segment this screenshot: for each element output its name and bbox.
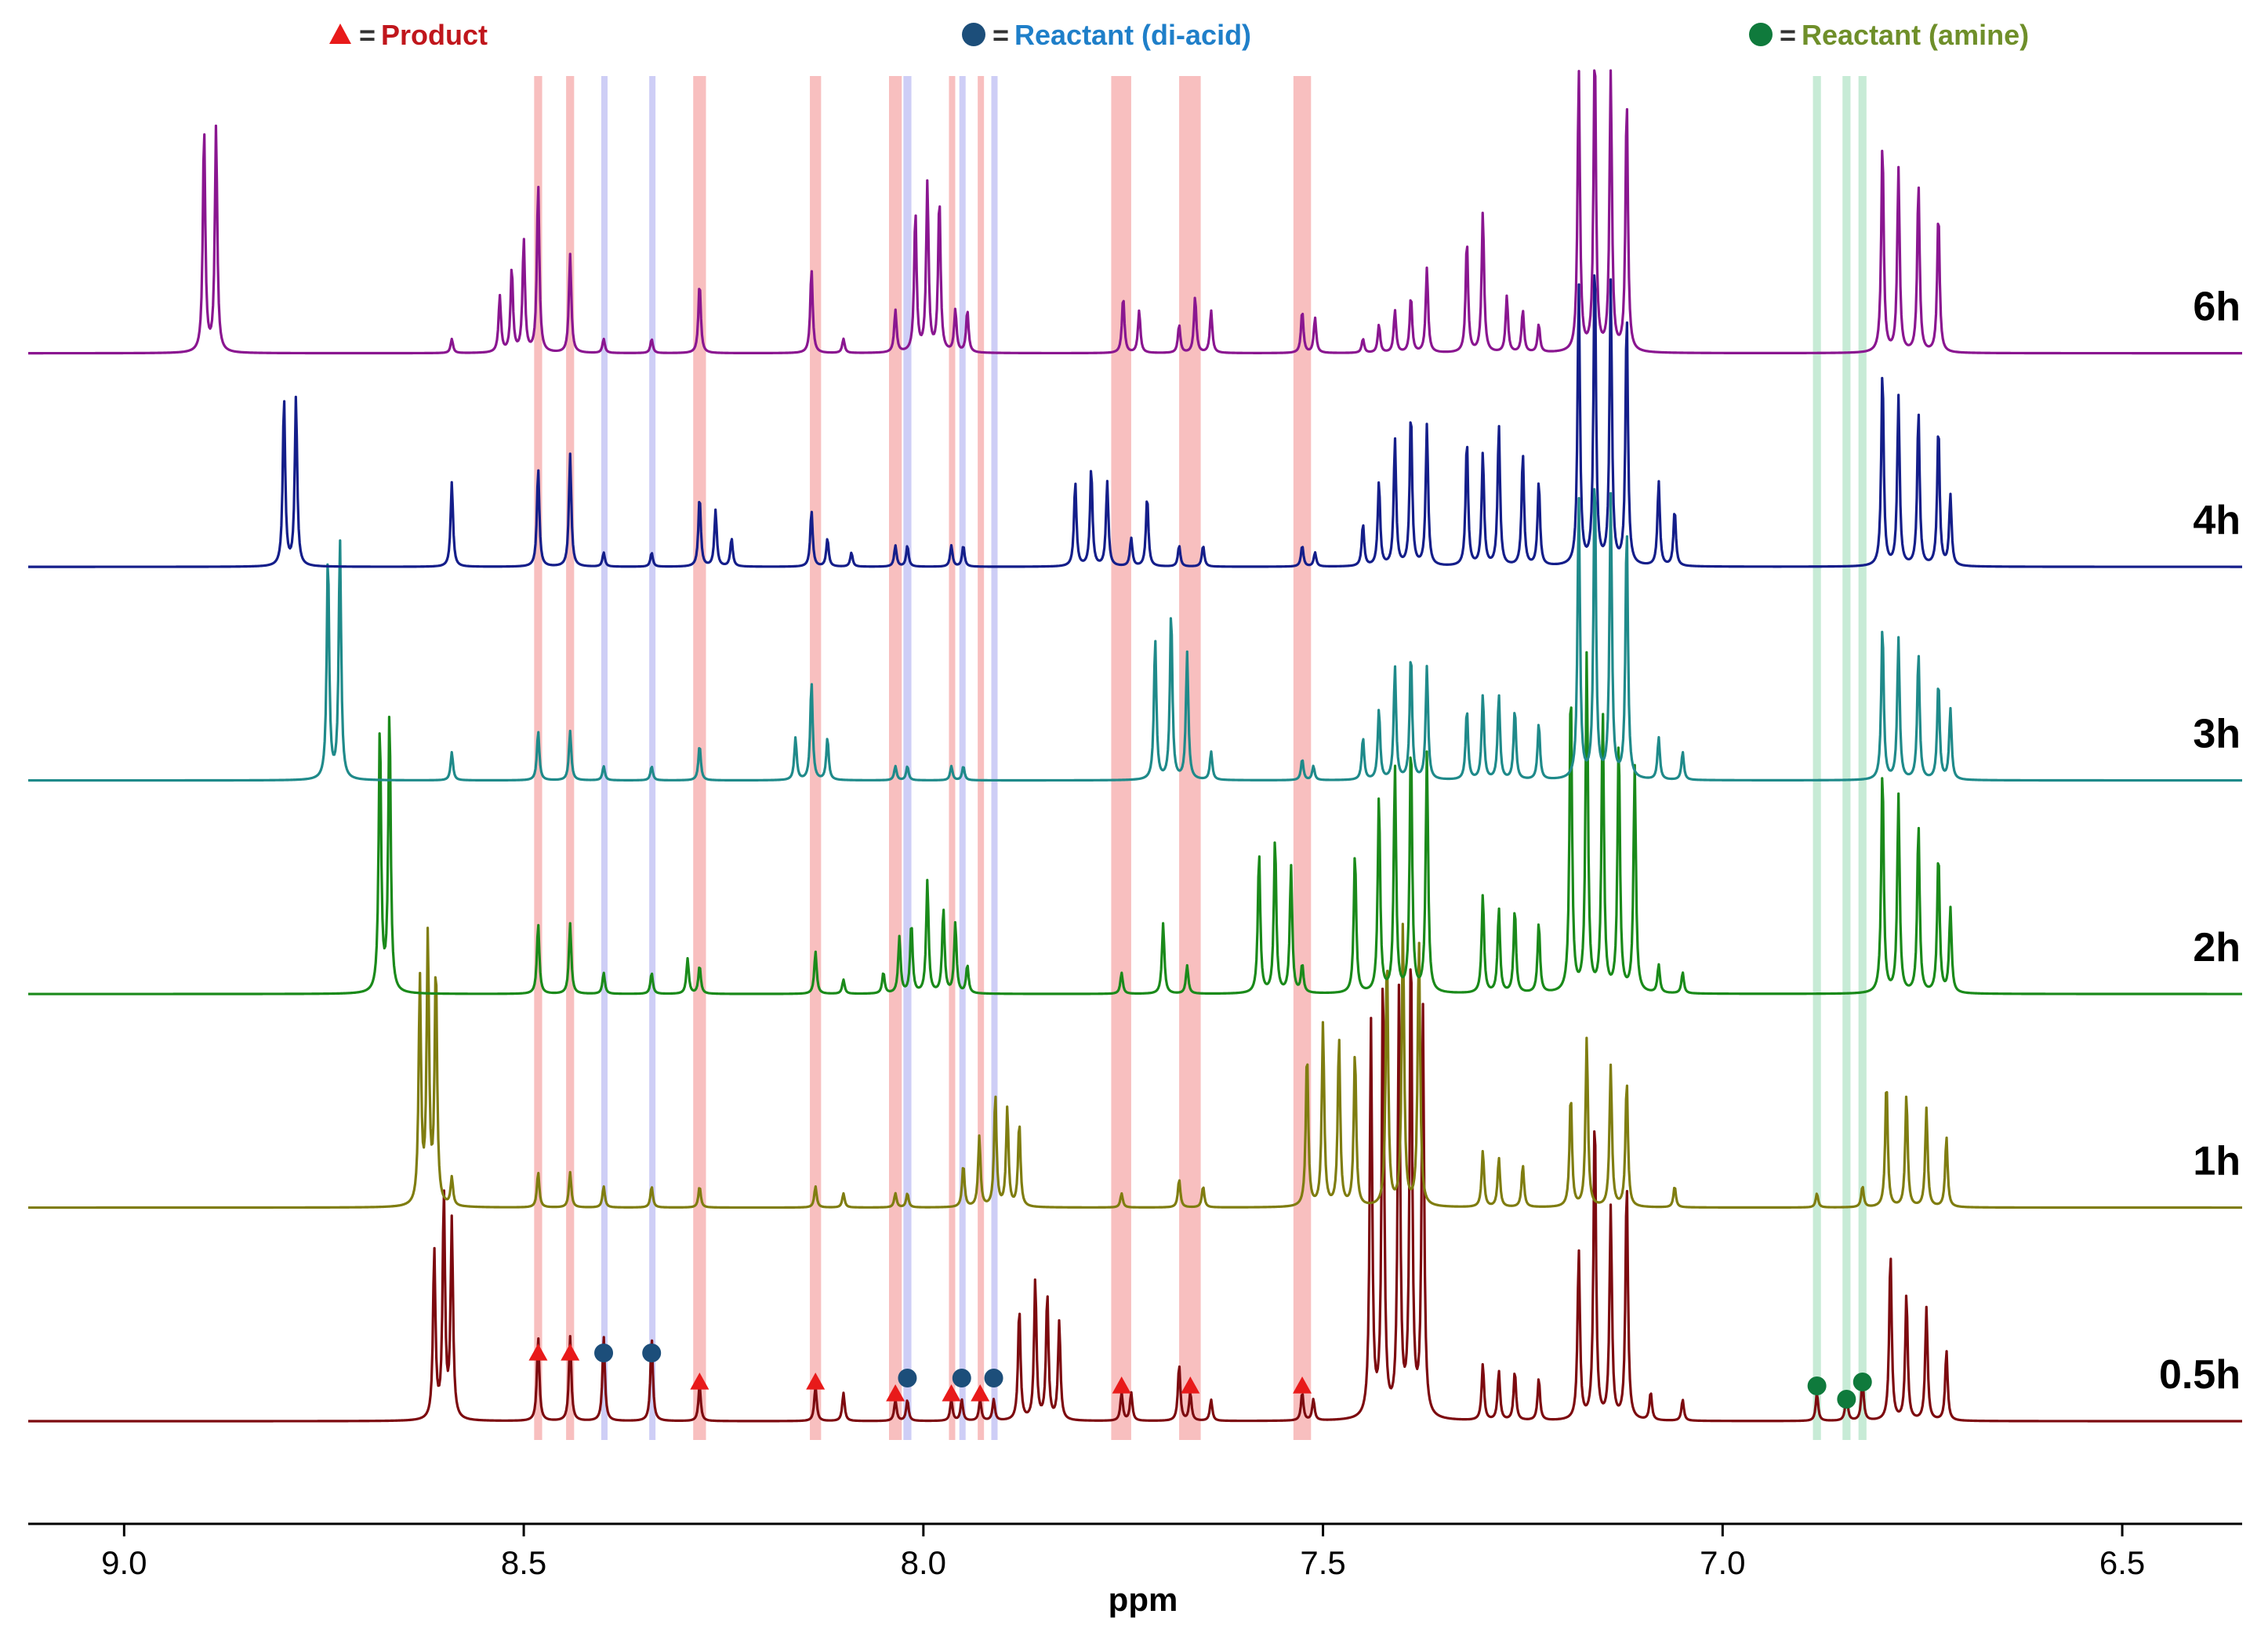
legend-marker-1 bbox=[962, 23, 985, 46]
marker-product-2 bbox=[690, 1373, 709, 1390]
marker-diacid-3 bbox=[952, 1369, 971, 1387]
band-amine-2 bbox=[1858, 76, 1867, 1440]
legend-equals-0: = bbox=[359, 19, 376, 51]
band-diacid-1 bbox=[649, 76, 656, 1440]
x-axis-label: ppm bbox=[1109, 1581, 1178, 1618]
marker-product-9 bbox=[1293, 1376, 1312, 1394]
marker-amine-2 bbox=[1853, 1373, 1872, 1391]
x-tick-label-0: 9.0 bbox=[101, 1544, 147, 1581]
band-amine-1 bbox=[1842, 76, 1851, 1440]
x-ticks: 9.0 8.5 8.0 7.5 7.0 6.5 bbox=[101, 1524, 2145, 1581]
band-diacid-2 bbox=[903, 76, 912, 1440]
series-label-6h: 6h bbox=[2193, 285, 2241, 330]
peak-markers bbox=[528, 1344, 1872, 1409]
legend-item-0: = Product bbox=[329, 19, 488, 51]
marker-diacid-0 bbox=[594, 1344, 614, 1362]
marker-product-4 bbox=[886, 1384, 905, 1402]
band-product-5 bbox=[949, 76, 956, 1440]
series-label-2h: 2h bbox=[2193, 925, 2241, 970]
legend-equals-1: = bbox=[992, 19, 1009, 51]
band-product-7 bbox=[1111, 76, 1131, 1440]
band-product-0 bbox=[534, 76, 543, 1440]
series-2h-trace bbox=[27, 651, 2243, 996]
legend-label-2: Reactant (amine) bbox=[1802, 19, 2029, 51]
marker-diacid-4 bbox=[984, 1369, 1003, 1387]
band-amine-0 bbox=[1813, 76, 1821, 1440]
marker-product-7 bbox=[1112, 1376, 1131, 1394]
legend-item-2: = Reactant (amine) bbox=[1749, 19, 2029, 51]
marker-product-6 bbox=[971, 1384, 990, 1402]
series-4h-trace bbox=[27, 274, 2243, 568]
band-product-9 bbox=[1293, 76, 1312, 1440]
x-tick-label-2: 8.0 bbox=[901, 1544, 946, 1581]
band-product-6 bbox=[978, 76, 985, 1440]
legend: = Product = Reactant (di-acid) = Reactant (am… bbox=[329, 19, 2029, 51]
legend-equals-2: = bbox=[1780, 19, 1796, 51]
legend-item-1: = Reactant (di-acid) bbox=[962, 19, 1251, 51]
highlight-bands bbox=[534, 76, 1867, 1440]
band-diacid-0 bbox=[601, 76, 608, 1440]
series-label-1h: 1h bbox=[2193, 1139, 2241, 1184]
legend-label-0: Product bbox=[381, 19, 488, 51]
marker-product-8 bbox=[1181, 1376, 1200, 1394]
marker-diacid-1 bbox=[642, 1344, 662, 1362]
marker-amine-1 bbox=[1837, 1390, 1856, 1409]
band-product-1 bbox=[566, 76, 575, 1440]
band-diacid-3 bbox=[959, 76, 966, 1440]
band-product-4 bbox=[888, 76, 902, 1440]
legend-marker-0 bbox=[329, 24, 351, 44]
marker-product-1 bbox=[561, 1344, 580, 1361]
legend-marker-2 bbox=[1749, 23, 1773, 46]
legend-label-1: Reactant (di-acid) bbox=[1014, 19, 1251, 51]
marker-product-0 bbox=[528, 1344, 548, 1361]
x-tick-label-1: 8.5 bbox=[501, 1544, 546, 1581]
marker-product-3 bbox=[806, 1373, 826, 1390]
band-diacid-4 bbox=[991, 76, 998, 1440]
marker-amine-0 bbox=[1807, 1376, 1827, 1395]
series-3h-trace bbox=[27, 488, 2243, 782]
x-tick-label-4: 7.0 bbox=[1700, 1544, 1745, 1581]
series-label-0.5h: 0.5h bbox=[2159, 1352, 2241, 1398]
spectra-traces bbox=[27, 69, 2243, 1423]
series-6h-trace bbox=[27, 69, 2243, 355]
x-tick-label-5: 6.5 bbox=[2099, 1544, 2145, 1581]
x-tick-label-3: 7.5 bbox=[1300, 1544, 1345, 1581]
series-0.5h-trace bbox=[27, 968, 2243, 1423]
series-label-3h: 3h bbox=[2193, 712, 2241, 757]
marker-product-5 bbox=[942, 1384, 961, 1402]
series-1h-trace bbox=[27, 923, 2243, 1210]
marker-diacid-2 bbox=[898, 1369, 917, 1387]
time-labels: 0.5h 1h 2h 3h 4h 6h bbox=[2159, 285, 2241, 1398]
series-label-4h: 4h bbox=[2193, 498, 2241, 543]
